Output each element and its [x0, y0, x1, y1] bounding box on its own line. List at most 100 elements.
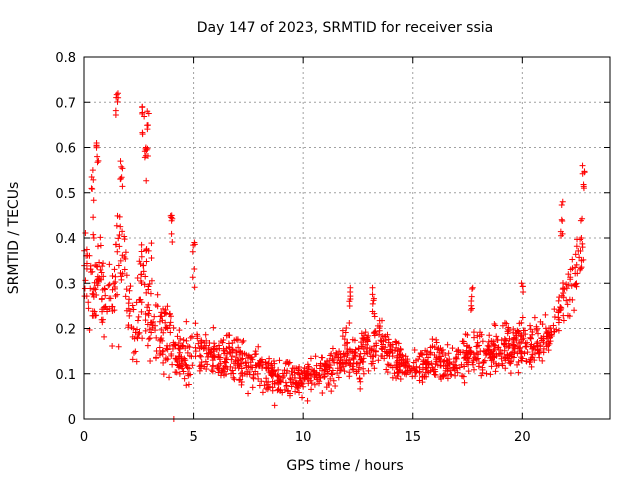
data-points — [81, 90, 588, 422]
data-point — [557, 303, 564, 310]
data-point — [167, 313, 174, 320]
peak-point — [139, 131, 146, 138]
data-point — [494, 336, 501, 343]
chart-title: Day 147 of 2023, SRMTID for receiver ssi… — [197, 20, 493, 36]
data-point — [321, 373, 328, 380]
data-point — [516, 340, 523, 347]
data-point — [271, 380, 278, 387]
peak-point — [189, 248, 196, 255]
data-point — [473, 356, 480, 363]
data-point — [512, 335, 519, 342]
data-point — [574, 236, 581, 243]
data-point — [269, 387, 276, 394]
data-point — [474, 332, 481, 339]
data-point — [130, 325, 137, 332]
peak-point — [119, 183, 126, 190]
data-point — [215, 342, 222, 349]
data-point — [183, 318, 190, 325]
data-point — [163, 345, 170, 352]
data-point — [175, 340, 182, 347]
data-point — [308, 386, 315, 393]
data-point — [313, 362, 320, 369]
data-point — [393, 344, 400, 351]
data-point — [479, 364, 486, 371]
data-point — [156, 337, 163, 344]
data-point — [550, 322, 557, 329]
data-point — [416, 364, 423, 371]
data-point — [577, 265, 584, 272]
data-point — [544, 335, 551, 342]
data-point — [555, 319, 562, 326]
data-point — [367, 353, 374, 360]
data-point — [487, 371, 494, 378]
data-point — [572, 281, 579, 288]
data-point — [252, 362, 259, 369]
data-point — [327, 375, 334, 382]
data-point — [503, 320, 510, 327]
data-point — [451, 365, 458, 372]
data-point — [573, 261, 580, 268]
data-point — [115, 343, 122, 350]
data-point — [572, 270, 579, 277]
data-point — [90, 235, 97, 242]
data-point — [236, 347, 243, 354]
data-point — [514, 361, 521, 368]
data-point — [329, 355, 336, 362]
data-point — [167, 329, 174, 336]
data-point — [324, 358, 331, 365]
data-point — [135, 313, 142, 320]
peak-point — [469, 284, 476, 291]
data-point — [473, 349, 480, 356]
data-point — [123, 286, 130, 293]
data-point — [560, 294, 567, 301]
peak-point — [93, 144, 100, 151]
data-point — [93, 263, 100, 270]
data-point — [153, 334, 160, 341]
data-point — [527, 335, 534, 342]
data-point — [101, 286, 108, 293]
data-point — [230, 374, 237, 381]
data-point — [400, 359, 407, 366]
data-point — [100, 273, 107, 280]
data-point — [461, 363, 468, 370]
data-point — [158, 335, 165, 342]
data-point — [304, 375, 311, 382]
data-point — [223, 363, 230, 370]
data-point — [221, 358, 228, 365]
data-point — [174, 333, 181, 340]
data-point — [181, 375, 188, 382]
data-point — [109, 272, 116, 279]
peak-point — [145, 110, 152, 117]
data-point — [384, 369, 391, 376]
data-point — [299, 394, 306, 401]
data-point — [114, 248, 121, 255]
data-point — [457, 349, 464, 356]
data-point — [312, 353, 319, 360]
data-point — [535, 330, 542, 337]
peak-point — [114, 98, 121, 105]
data-point — [340, 350, 347, 357]
data-point — [439, 373, 446, 380]
data-point — [172, 355, 179, 362]
data-point — [293, 380, 300, 387]
data-point — [470, 329, 477, 336]
data-point — [533, 340, 540, 347]
data-point — [349, 363, 356, 370]
peak-point — [469, 286, 476, 293]
data-point — [417, 351, 424, 358]
data-point — [523, 343, 530, 350]
data-point — [99, 263, 106, 270]
data-point — [210, 324, 217, 331]
data-point — [510, 326, 517, 333]
data-point — [343, 340, 350, 347]
peak-point — [468, 297, 475, 304]
data-point — [259, 389, 266, 396]
data-point — [358, 339, 365, 346]
data-point — [437, 353, 444, 360]
peak-point — [189, 274, 196, 281]
peak-point — [580, 185, 587, 192]
data-point — [501, 354, 508, 361]
data-point — [180, 368, 187, 375]
data-point — [339, 327, 346, 334]
data-point — [569, 265, 576, 272]
